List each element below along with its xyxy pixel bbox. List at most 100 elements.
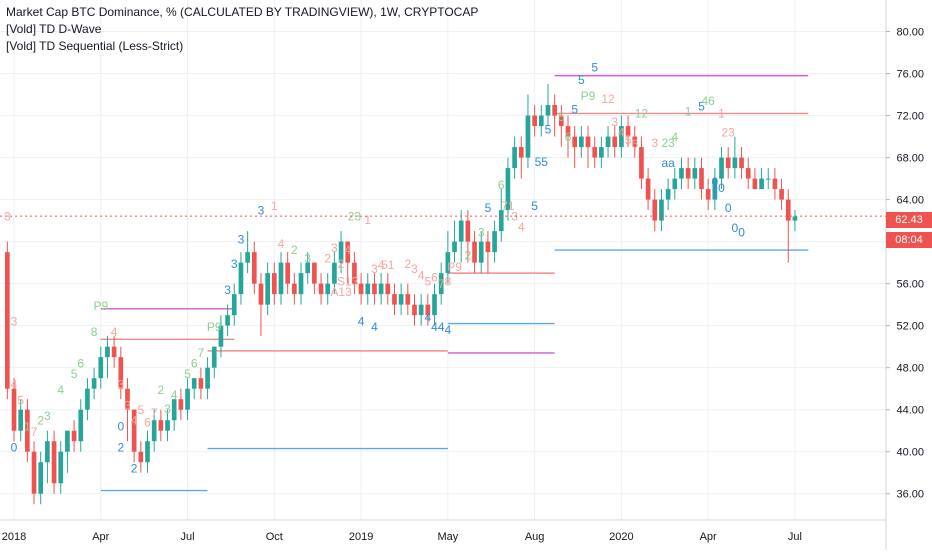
candle-body	[672, 178, 678, 190]
candle-body	[779, 189, 784, 200]
candle-body	[485, 241, 491, 253]
candle-body	[398, 294, 404, 305]
td-count-label: 2	[324, 252, 331, 266]
study-td-dwave[interactable]: [Vold] TD D-Wave	[6, 22, 102, 36]
td-count-label: 8	[91, 325, 98, 339]
candle-body	[218, 325, 224, 347]
candle-body	[271, 273, 277, 295]
candle-body	[78, 409, 84, 442]
td-count-label: 3	[511, 210, 518, 224]
candle-body	[498, 210, 504, 232]
candle-body	[705, 189, 711, 200]
candle-body	[558, 115, 564, 127]
candle-body	[338, 241, 344, 263]
candle-body	[632, 136, 638, 148]
candle-body	[679, 168, 684, 179]
candle-body	[692, 168, 698, 179]
td-count-label: 4	[171, 388, 178, 402]
td-count-label: 5	[485, 201, 492, 215]
y-tick-label: 52.00	[896, 321, 924, 333]
candle-body	[385, 283, 391, 295]
candle-body	[38, 462, 44, 494]
td-count-label: 5	[424, 275, 431, 289]
candle-body	[305, 262, 311, 274]
candle-body	[699, 168, 704, 190]
td-count-label: 7	[198, 346, 205, 360]
td-count-label: 4	[358, 315, 365, 329]
x-tick-label: Oct	[266, 531, 283, 543]
y-tick-label: 40.00	[896, 447, 924, 459]
td-count-label: 5	[591, 60, 598, 74]
candle-body	[151, 420, 157, 442]
td-count-label: 1	[685, 105, 692, 119]
candle-body	[65, 430, 70, 452]
td-count-label: 23	[661, 136, 675, 150]
candle-body	[165, 420, 170, 431]
td-count-label: 0	[725, 201, 732, 215]
y-tick-label: 36.00	[896, 489, 924, 501]
td-count-label: 3	[231, 257, 238, 271]
candle-body	[25, 409, 30, 452]
td-count-label: 46	[701, 94, 715, 108]
candle-body	[418, 304, 424, 316]
legend: Market Cap BTC Dominance, % (CALCULATED …	[6, 4, 478, 55]
candle-body	[525, 115, 531, 158]
td-count-label: 0	[117, 420, 124, 434]
candle-body	[118, 357, 124, 389]
td-count-label: P9	[93, 299, 108, 313]
candle-body	[185, 388, 190, 410]
td-count-label: 5	[558, 110, 565, 124]
candle-body	[719, 157, 724, 179]
td-count-label: 4	[424, 310, 431, 324]
candle-body	[572, 136, 578, 148]
candle-body	[158, 420, 164, 431]
y-tick-label: 80.00	[896, 27, 924, 39]
td-count-label: 4	[518, 220, 525, 234]
candle-body	[785, 199, 791, 221]
candle-body	[739, 157, 744, 169]
td-count-label: 3	[611, 115, 618, 129]
candle-body	[458, 220, 464, 242]
candle-body	[372, 283, 377, 295]
td-count-label: 4	[11, 378, 18, 392]
candle-body	[438, 273, 444, 295]
td-count-label: P9	[447, 260, 462, 274]
candle-body	[125, 388, 130, 410]
candle-body	[592, 147, 598, 158]
td-count-label: 3	[411, 262, 418, 276]
td-count-label: 3	[331, 241, 338, 255]
y-tick-label: 64.00	[896, 195, 924, 207]
td-count-label: 7	[31, 425, 38, 439]
td-count-label: 6	[431, 271, 438, 285]
x-tick-label: Apr	[700, 531, 717, 543]
td-count-label: 5	[625, 133, 632, 147]
x-tick-label: May	[437, 531, 458, 543]
td-count-label: 5	[578, 73, 585, 87]
td-count-label: 3	[224, 283, 231, 297]
td-count-label: 5	[184, 367, 191, 381]
candle-body	[685, 168, 691, 179]
td-count-label: 4	[344, 243, 351, 257]
td-count-label: 51	[381, 258, 395, 272]
countdown-tag: 08:04	[886, 232, 932, 248]
candle-body	[145, 441, 150, 463]
y-tick-label: 68.00	[896, 153, 924, 165]
candle-body	[358, 283, 364, 295]
candle-body	[538, 115, 544, 127]
td-count-label: 12	[635, 107, 649, 121]
td-count-label: 5	[545, 122, 552, 136]
td-count-label: 4	[57, 383, 64, 397]
candle-body	[552, 105, 557, 116]
x-tick-label: Aug	[525, 531, 545, 543]
candle-body	[51, 441, 57, 484]
candle-body	[105, 346, 110, 358]
candle-body	[345, 241, 351, 263]
td-count-label: 23	[722, 126, 736, 140]
td-count-label: 0	[718, 181, 725, 195]
candle-body	[91, 378, 97, 389]
td-count-label: 1	[24, 420, 31, 434]
study-td-sequential[interactable]: [Vold] TD Sequential (Less-Strict)	[6, 39, 184, 53]
candle-body	[238, 262, 244, 295]
